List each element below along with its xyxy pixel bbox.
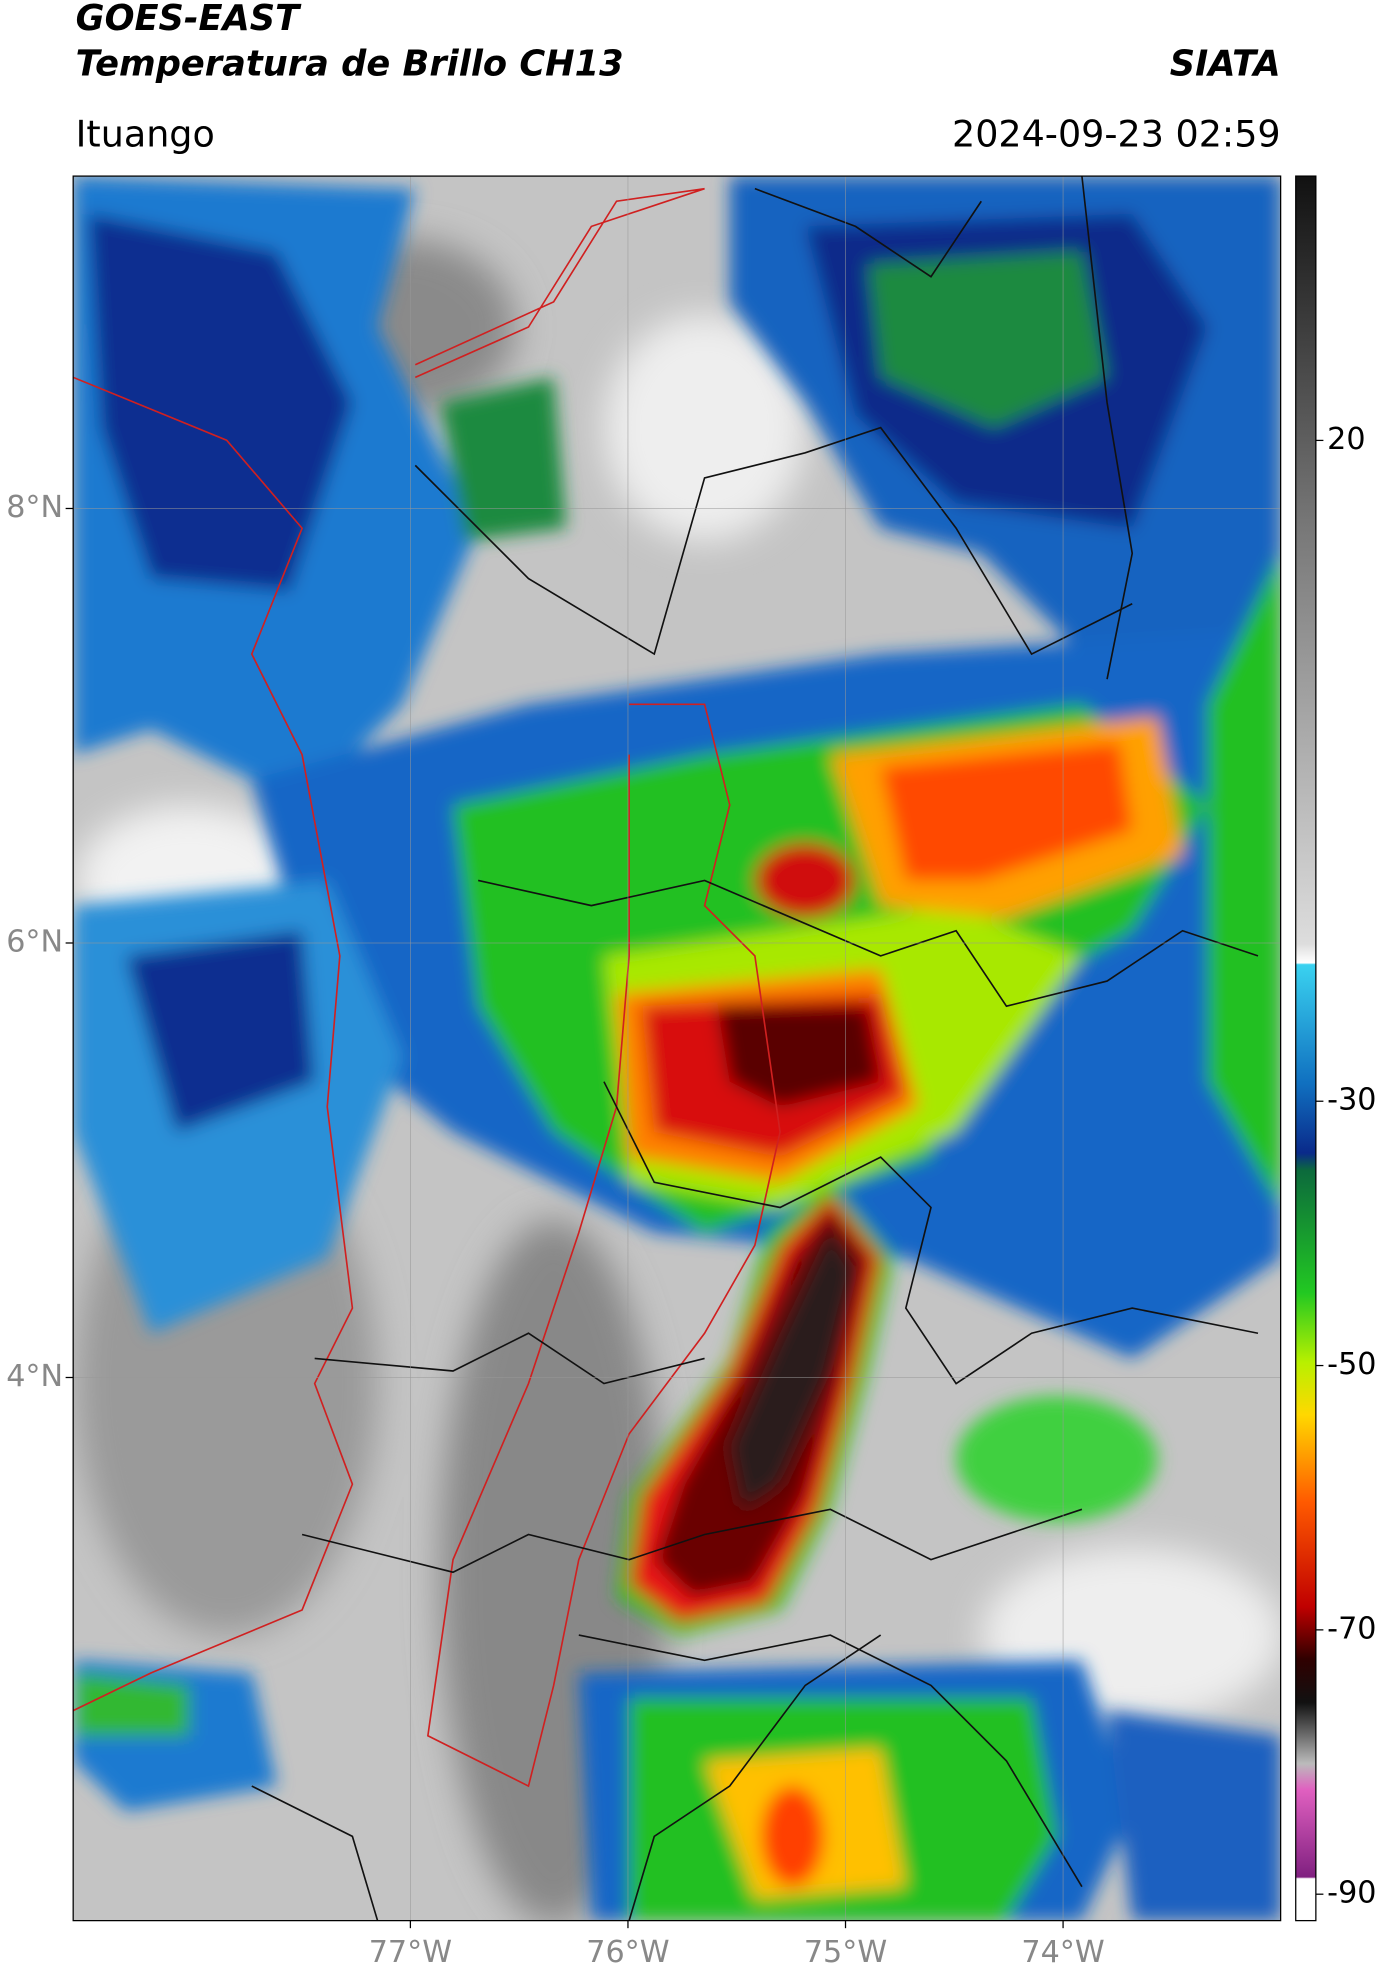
x-tick-label: 77°W — [369, 1935, 452, 1970]
title: GOES-EAST — [76, 0, 302, 39]
brand: SIATA — [1170, 43, 1281, 84]
location: Ituango — [76, 112, 215, 155]
subtitle: Temperatura de Brillo CH13 — [76, 43, 624, 84]
colorbar-tick-label: -90 — [1327, 1876, 1376, 1911]
colorbar — [1295, 175, 1317, 1922]
y-tick-label: 4°N — [6, 1359, 63, 1394]
datetime: 2024-09-23 02:59 — [952, 112, 1281, 155]
x-tick-label: 75°W — [804, 1935, 887, 1970]
colorbar-tick-label: 20 — [1327, 422, 1365, 457]
colorbar-tick-label: -30 — [1327, 1083, 1376, 1118]
map-frame — [72, 175, 1282, 1922]
x-tick-label: 76°W — [586, 1935, 669, 1970]
satellite-image — [73, 176, 1281, 1921]
colorbar-tick-label: -50 — [1327, 1347, 1376, 1382]
ticks: 77°W 76°W 75°W 74°W 8°N 6°N 4°N 20 -30 -50 -70 -90 — [6, 422, 1376, 1970]
y-tick-label: 6°N — [6, 924, 63, 959]
colorbar-tick-label: -70 — [1327, 1611, 1376, 1646]
y-tick-label: 8°N — [6, 490, 63, 525]
graticule — [73, 176, 1281, 1921]
x-tick-label: 74°W — [1021, 1935, 1104, 1970]
